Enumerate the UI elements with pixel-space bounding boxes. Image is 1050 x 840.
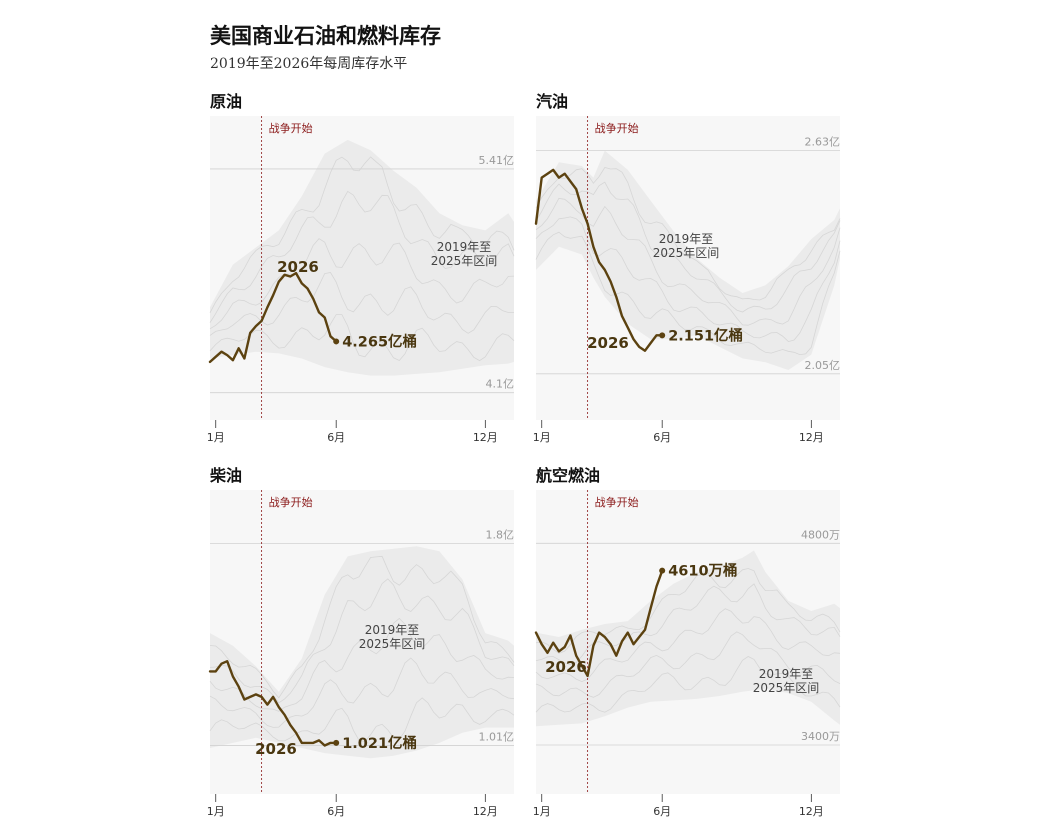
historical-year-line xyxy=(209,156,515,313)
war-start-label: 战争开始 xyxy=(269,121,313,135)
series-2026-endpoint xyxy=(659,332,666,339)
historical-year-line xyxy=(535,568,841,654)
x-tick-label: 6月 xyxy=(327,431,345,444)
panel-gasoline: 汽油 2.63亿 2.05亿 战争开始 2019年至 2025年区间 2.151亿桶 202… xyxy=(533,88,846,444)
end-value-label: 1.021亿桶 xyxy=(342,734,417,752)
year-2026-label: 2026 xyxy=(255,740,297,758)
series-2026-endpoint xyxy=(333,739,340,746)
x-tick-label: 1月 xyxy=(207,431,225,444)
y-tick-label: 1.01亿 xyxy=(479,730,515,743)
year-2026-label: 2026 xyxy=(277,258,319,276)
x-tick-label: 6月 xyxy=(327,805,345,818)
x-tick-label: 1月 xyxy=(533,431,551,444)
band-label: 2019年至 2025年区间 xyxy=(653,232,720,260)
historical-year-line xyxy=(209,617,515,712)
historical-year-line xyxy=(535,231,841,356)
historical-range-band xyxy=(210,139,514,376)
band-label: 2019年至 2025年区间 xyxy=(359,623,426,651)
page-subtitle: 2019年至2026年每周库存水平 xyxy=(210,56,408,72)
historical-year-line xyxy=(209,578,515,704)
historical-year-line xyxy=(535,167,841,301)
x-tick-label: 6月 xyxy=(653,805,671,818)
year-2026-label: 2026 xyxy=(587,334,629,352)
chart-gasoline: 2.63亿 2.05亿 战争开始 2019年至 2025年区间 2.151亿桶 2026 1月… xyxy=(533,116,841,444)
x-tick-label: 12月 xyxy=(473,805,498,818)
end-value-label: 4.265亿桶 xyxy=(342,332,417,350)
historical-year-line xyxy=(209,238,515,330)
x-tick-label: 12月 xyxy=(799,431,824,444)
series-2026-line xyxy=(208,660,338,747)
y-tick-label: 4.1亿 xyxy=(486,378,515,391)
series-2026-endpoint xyxy=(659,567,666,574)
chart-jet: 4800万 3400万 战争开始 2019年至 2025年区间 4610万桶 2026 1月 6… xyxy=(533,490,841,818)
y-tick-label: 4800万 xyxy=(801,528,840,541)
panel-title: 原油 xyxy=(210,92,243,111)
end-value-label: 4610万桶 xyxy=(668,562,737,580)
panel-diesel: 柴油 1.8亿 1.01亿 战争开始 2019年至 2025年区间 1.021亿桶 2026… xyxy=(207,462,520,818)
year-2026-label: 2026 xyxy=(545,658,587,676)
series-2026-line xyxy=(534,168,664,352)
historical-range-band xyxy=(536,150,840,370)
x-tick-label: 1月 xyxy=(533,805,551,818)
war-start-label: 战争开始 xyxy=(595,495,639,509)
y-tick-label: 5.41亿 xyxy=(479,154,515,167)
historical-year-line xyxy=(209,314,515,362)
panel-crude: 原油 5.41亿 4.1亿 战争开始 2019年至 2025年区间 4.265亿桶 2026… xyxy=(207,88,520,444)
historical-year-line xyxy=(209,190,515,323)
x-tick-label: 6月 xyxy=(653,431,671,444)
x-tick-label: 1月 xyxy=(207,805,225,818)
y-tick-label: 1.8亿 xyxy=(486,529,515,542)
historical-year-line xyxy=(209,697,515,742)
historical-year-line xyxy=(535,631,841,698)
series-2026-line xyxy=(534,569,664,678)
page-title: 美国商业石油和燃料库存 xyxy=(210,24,441,48)
band-label: 2019年至 2025年区间 xyxy=(753,667,820,695)
historical-year-line xyxy=(535,583,841,666)
panel-jet: 航空燃油 4800万 3400万 战争开始 2019年至 2025年区间 4610万桶 20… xyxy=(533,462,846,818)
end-value-label: 2.151亿桶 xyxy=(668,326,743,344)
historical-year-line xyxy=(535,608,841,683)
y-tick-label: 2.05亿 xyxy=(805,359,841,372)
y-tick-label: 3400万 xyxy=(801,730,840,743)
x-tick-label: 12月 xyxy=(799,805,824,818)
historical-year-line xyxy=(535,181,841,313)
historical-year-line xyxy=(209,555,515,699)
historical-year-line xyxy=(535,216,841,343)
historical-range-band xyxy=(210,546,514,759)
war-start-label: 战争开始 xyxy=(595,121,639,135)
historical-year-line xyxy=(209,657,515,728)
series-2026-endpoint xyxy=(333,338,340,345)
chart-diesel: 1.8亿 1.01亿 战争开始 2019年至 2025年区间 1.021亿桶 2026 1月 6… xyxy=(207,490,515,818)
y-tick-label: 2.63亿 xyxy=(805,136,841,149)
band-label: 2019年至 2025年区间 xyxy=(431,240,498,268)
historical-year-line xyxy=(535,656,841,713)
panel-title: 航空燃油 xyxy=(536,466,601,485)
panel-title: 柴油 xyxy=(210,466,243,485)
chart-crude: 5.41亿 4.1亿 战争开始 2019年至 2025年区间 4.265亿桶 2026 1月 6… xyxy=(207,116,515,444)
x-tick-label: 12月 xyxy=(473,431,498,444)
series-2026-line xyxy=(208,271,338,364)
historical-range-band xyxy=(536,550,840,727)
panel-title: 汽油 xyxy=(536,92,569,111)
war-start-label: 战争开始 xyxy=(269,495,313,509)
